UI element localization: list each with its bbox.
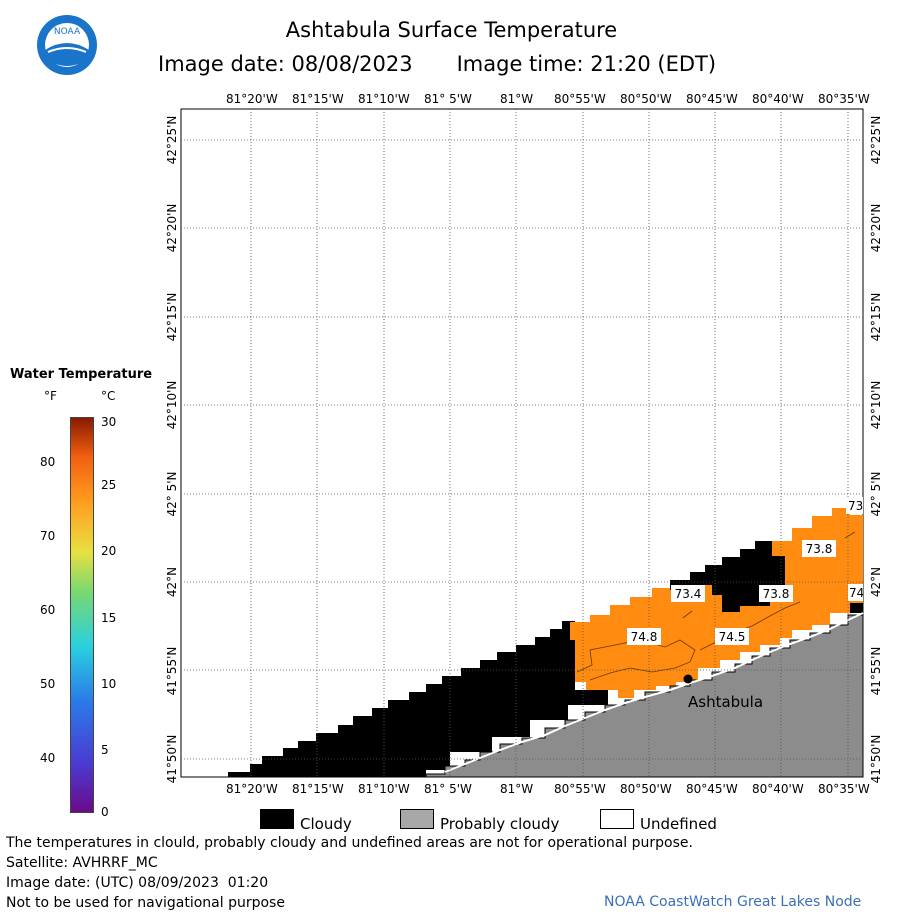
key-undefined-swatch — [600, 809, 634, 829]
footer-nav-warning: Not to be used for navigational purpose — [6, 895, 285, 911]
lon-label-bottom: 81°10'W — [358, 782, 410, 796]
lon-label-bottom: 81° 5'W — [424, 782, 472, 796]
temp-label-box — [802, 540, 836, 557]
temp-label: 73.8 — [806, 542, 833, 556]
legend-title: Water Temperature — [10, 367, 153, 382]
key-probably-cloudy-swatch — [400, 809, 434, 829]
temp-label: 74 — [849, 586, 864, 600]
lon-label-bottom: 81°15'W — [292, 782, 344, 796]
lon-label-bottom: 80°35'W — [818, 782, 870, 796]
temp-label: 74.8 — [631, 630, 658, 644]
lon-label-top: 80°35'W — [818, 92, 870, 106]
legend-c-tick: 25 — [101, 478, 117, 492]
cloudy-region — [850, 603, 863, 613]
lon-label-top: 80°40'W — [752, 92, 804, 106]
legend-unit-c: °C — [101, 389, 116, 403]
legend-c-tick: 0 — [101, 805, 109, 819]
temperature-contour — [682, 610, 693, 619]
image-datetime: Image date: 08/08/2023 Image time: 21:20 … — [158, 52, 716, 76]
city-label: Ashtabula — [688, 693, 763, 711]
cloudy-region — [228, 621, 608, 777]
lon-label-top: 81°15'W — [292, 92, 344, 106]
temp-label-box — [848, 584, 863, 601]
noaa-logo-icon: NOAA — [37, 15, 97, 75]
key-undefined-label: Undefined — [640, 815, 717, 833]
legend-c-tick: 5 — [101, 743, 109, 757]
temp-label-box — [715, 628, 749, 645]
lon-label-bottom: 81°W — [500, 782, 534, 796]
footer-utc-date: Image date: (UTC) 08/09/2023 01:20 — [6, 875, 269, 891]
temp-label: 74.5 — [719, 630, 746, 644]
lon-label-top: 81° 5'W — [424, 92, 472, 106]
legend-f-tick: 60 — [40, 603, 56, 617]
legend-f-tick: 80 — [40, 455, 56, 469]
city-marker — [683, 674, 693, 684]
legend-color-bar — [70, 417, 94, 813]
key-probably-cloudy-label: Probably cloudy — [440, 815, 560, 833]
legend-c-tick: 10 — [101, 677, 117, 691]
lon-label-bottom: 80°45'W — [686, 782, 738, 796]
shoreline — [444, 612, 864, 773]
footer-node-link[interactable]: NOAA CoastWatch Great Lakes Node — [604, 894, 862, 910]
temp-label-box — [759, 585, 793, 602]
temp-label-box — [627, 628, 661, 645]
temperature-contour — [576, 639, 696, 681]
lon-label-bottom: 81°20'W — [226, 782, 278, 796]
legend-f-tick: 50 — [40, 677, 56, 691]
lon-label-top: 81°20'W — [226, 92, 278, 106]
temp-label-box — [846, 497, 863, 514]
footer-note: The temperatures in clould, probably clo… — [6, 835, 693, 851]
temp-label-box — [671, 585, 705, 602]
lon-label-bottom: 80°55'W — [554, 782, 606, 796]
lon-label-top: 81°W — [500, 92, 534, 106]
legend-f-tick: 40 — [40, 751, 56, 765]
temp-label: 73.4 — [675, 587, 702, 601]
key-cloudy-swatch — [260, 809, 294, 829]
image-date: Image date: 08/08/2023 — [158, 52, 413, 76]
image-time: Image time: 21:20 (EDT) — [456, 52, 717, 76]
cloudy-region — [670, 541, 785, 612]
footer-satellite: Satellite: AVHRRF_MC — [6, 855, 158, 871]
lon-label-bottom: 80°40'W — [752, 782, 804, 796]
temp-label: 73 — [848, 499, 863, 513]
map-grid — [181, 109, 863, 777]
legend-c-tick: 20 — [101, 544, 117, 558]
lon-label-top: 80°45'W — [686, 92, 738, 106]
lon-label-top: 80°55'W — [554, 92, 606, 106]
lon-label-top: 80°50'W — [620, 92, 672, 106]
legend-unit-f: °F — [44, 389, 57, 403]
page-title: Ashtabula Surface Temperature — [285, 18, 618, 42]
warm-water-region — [570, 508, 863, 698]
lon-label-bottom: 80°50'W — [620, 782, 672, 796]
legend-c-tick: 15 — [101, 611, 117, 625]
lon-label-top: 81°10'W — [358, 92, 410, 106]
temp-label: 73.8 — [763, 587, 790, 601]
temperature-contour — [844, 531, 856, 539]
legend-c-tick: 30 — [101, 415, 117, 429]
legend-f-tick: 70 — [40, 529, 56, 543]
key-cloudy-label: Cloudy — [300, 815, 352, 833]
logo-text: NOAA — [54, 27, 81, 37]
